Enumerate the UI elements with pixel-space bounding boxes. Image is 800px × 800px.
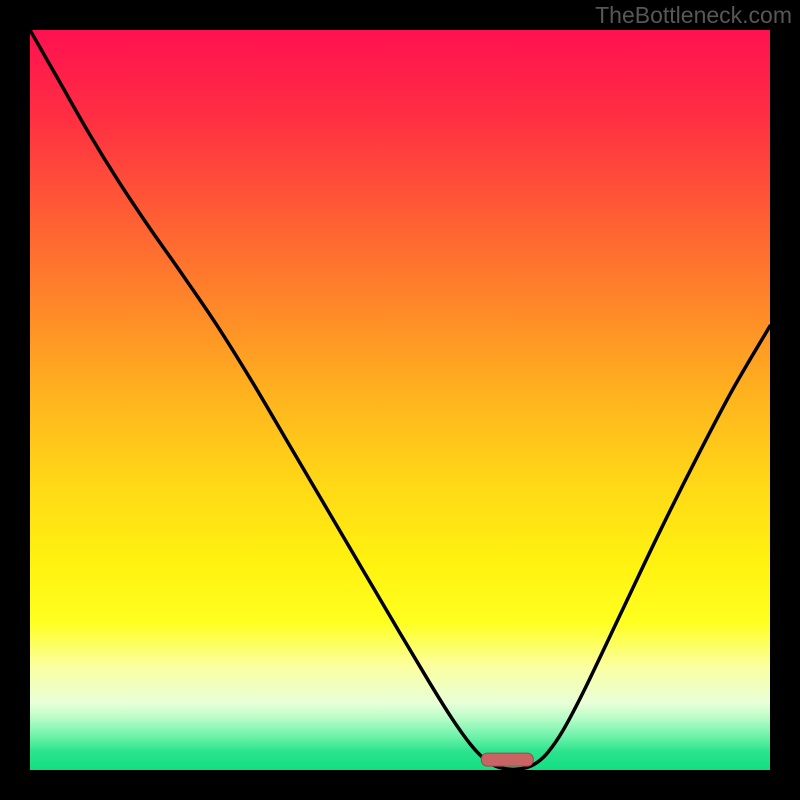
bottleneck-chart	[0, 0, 800, 800]
optimal-marker	[481, 753, 533, 766]
chart-container: TheBottleneck.com	[0, 0, 800, 800]
plot-background	[30, 30, 770, 770]
watermark-text: TheBottleneck.com	[595, 2, 792, 29]
